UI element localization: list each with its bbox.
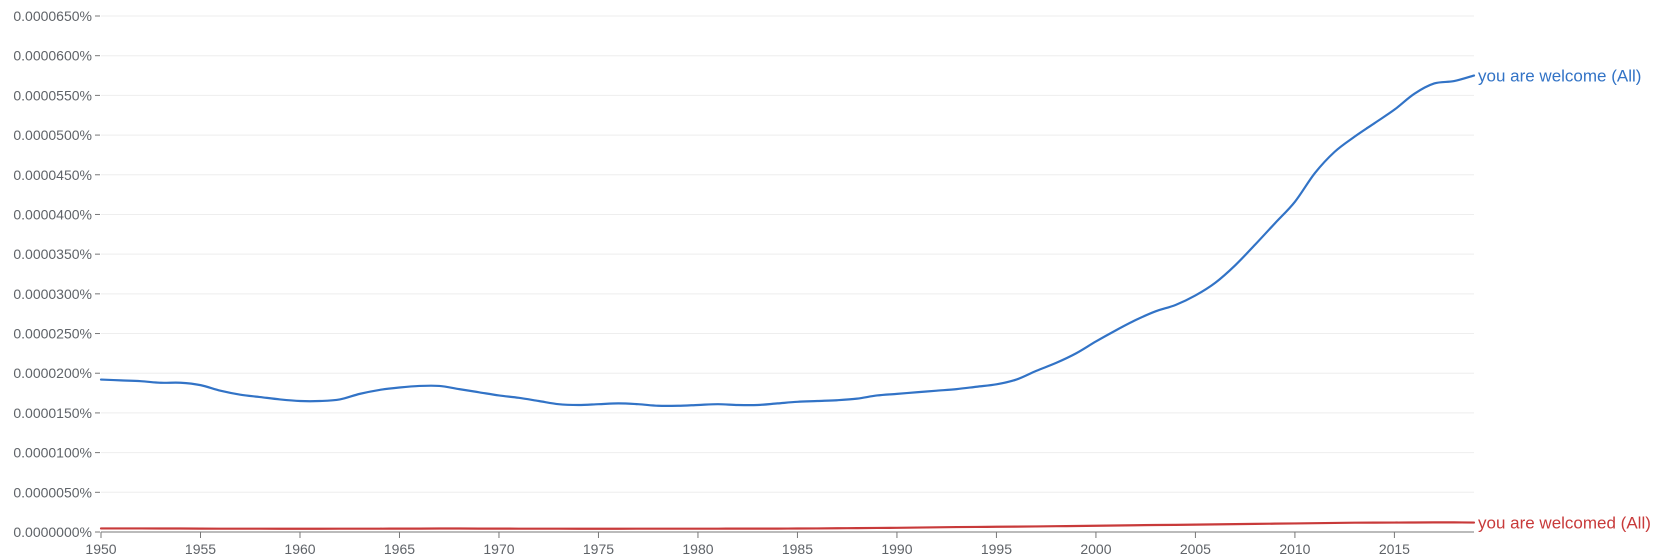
y-tick-label: 0.0000150% xyxy=(13,405,92,421)
y-axis: 0.0000000% 0.0000050% 0.0000100% 0.0000150%… xyxy=(13,8,100,540)
x-axis: 1950 1955 1960 1965 1970 1975 1980 1985 1990 1995… xyxy=(85,531,1474,557)
y-tick-label: 0.0000350% xyxy=(13,246,92,262)
y-tick-label: 0.0000250% xyxy=(13,326,92,342)
x-tick-label: 1950 xyxy=(85,541,116,557)
x-tick-label: 1990 xyxy=(881,541,912,557)
y-tick-label: 0.0000000% xyxy=(13,524,92,540)
x-tick-label: 1975 xyxy=(583,541,614,557)
x-tick-label: 2015 xyxy=(1379,541,1410,557)
x-tick-label: 1965 xyxy=(384,541,415,557)
y-tick-label: 0.0000400% xyxy=(13,206,92,222)
y-tick-label: 0.0000300% xyxy=(13,286,92,302)
y-tick-label: 0.0000600% xyxy=(13,48,92,64)
y-tick-label: 0.0000200% xyxy=(13,365,92,381)
y-tick-label: 0.0000050% xyxy=(13,484,92,500)
x-tick-label: 1985 xyxy=(782,541,813,557)
y-tick-label: 0.0000450% xyxy=(13,167,92,183)
x-tick-label: 1995 xyxy=(981,541,1012,557)
x-tick-label: 1955 xyxy=(185,541,216,557)
x-tick-label: 2000 xyxy=(1080,541,1111,557)
y-tick-label: 0.0000500% xyxy=(13,127,92,143)
grid-lines xyxy=(101,15,1474,493)
y-tick-label: 0.0000650% xyxy=(13,8,92,24)
y-tick-label: 0.0000100% xyxy=(13,445,92,461)
series-label-0: you are welcome (All) xyxy=(1478,67,1641,86)
y-tick-label: 0.0000550% xyxy=(13,87,92,103)
x-tick-label: 2010 xyxy=(1279,541,1310,557)
x-tick-label: 2005 xyxy=(1180,541,1211,557)
series-lines xyxy=(99,74,1476,530)
series-line-0[interactable] xyxy=(99,74,1476,408)
x-tick-label: 1980 xyxy=(682,541,713,557)
x-tick-label: 1970 xyxy=(483,541,514,557)
x-tick-label: 1960 xyxy=(284,541,315,557)
series-label-1: you are welcomed (All) xyxy=(1478,514,1651,533)
series-line-1[interactable] xyxy=(99,521,1476,530)
series-labels: you are welcome (All) you are welcomed (A… xyxy=(1478,67,1651,533)
